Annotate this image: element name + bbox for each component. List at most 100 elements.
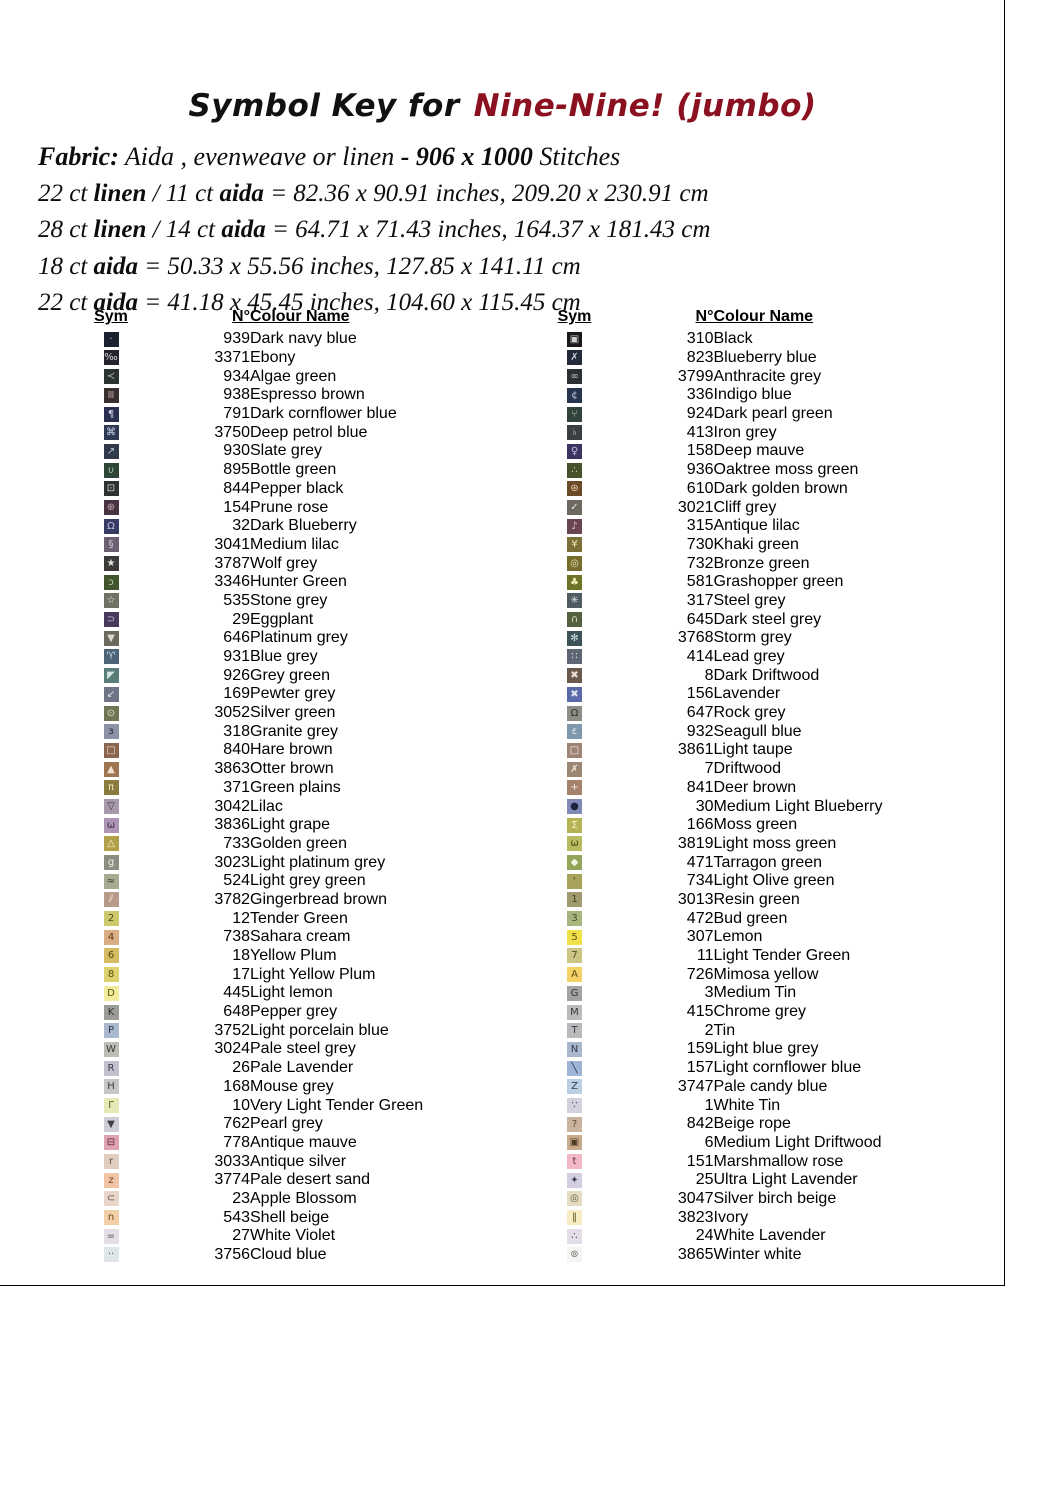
symbol-swatch-icon: 1	[567, 892, 582, 908]
symbol-swatch-icon: z	[103, 1172, 119, 1188]
symbol-swatch-icon: Ⅲ	[103, 387, 119, 403]
table-row: Ⅲ 938 Espresso brown	[80, 386, 542, 405]
table-row: ╲ 157 Light cornflower blue	[544, 1059, 1006, 1078]
table-row: ‖ 3823 Ivory	[544, 1208, 1006, 1227]
colour-name: Cloud blue	[250, 1246, 327, 1264]
colour-name: Algae green	[250, 367, 337, 385]
symbol-swatch-cell: ▣	[544, 1134, 606, 1153]
colour-name: Golden green	[250, 834, 347, 852]
colour-number: 3819	[677, 834, 714, 852]
symbol-swatch-icon: Σ	[567, 817, 582, 833]
fabric-size-lines: 22 ct linen / 11 ct aida = 82.36 x 90.91…	[38, 176, 1060, 322]
colour-number: 3768	[677, 629, 714, 647]
symbol-swatch-cell: Ω	[544, 704, 606, 723]
symbol-swatch-icon: ε	[567, 724, 582, 740]
symbol-swatch-cell: 1	[544, 891, 606, 910]
colour-number: 471	[686, 853, 714, 871]
fabric-a: linen	[93, 179, 147, 207]
colour-name: Espresso brown	[250, 386, 365, 404]
colour-name: Pepper grey	[250, 1003, 338, 1021]
table-row: 5 307 Lemon	[544, 928, 1006, 947]
symbol-swatch-icon: r	[103, 1154, 119, 1169]
colour-number: 3756	[214, 1246, 250, 1264]
colour-name: Resin green	[713, 890, 800, 908]
colour-number: 926	[223, 666, 250, 684]
colour-number: 315	[686, 517, 714, 535]
colour-number: 307	[686, 928, 714, 946]
symbol-swatch-icon: ♣	[567, 574, 582, 590]
colour-name: Stone grey	[250, 591, 328, 609]
colour-number: 3782	[214, 890, 250, 908]
colour-name: Ebony	[250, 349, 296, 367]
colour-number: 317	[686, 591, 714, 609]
colour-name: Tarragon green	[713, 853, 823, 871]
colour-number: 732	[686, 554, 714, 572]
symbol-swatch-icon: ♪	[567, 518, 582, 534]
symbol-swatch-cell: Γ	[80, 1096, 142, 1115]
colour-number: 645	[686, 610, 714, 628]
symbol-swatch-cell: ↙	[80, 685, 142, 704]
table-row: 1 3013 Resin green	[544, 891, 1006, 910]
colour-name: Grashopper green	[713, 573, 844, 591]
symbol-swatch-cell: t	[544, 1152, 606, 1171]
symbol-swatch-cell: W	[80, 1040, 142, 1059]
colour-number: 3752	[214, 1021, 250, 1039]
symbol-swatch-icon: ◤	[103, 668, 119, 684]
colour-number: 930	[223, 442, 250, 460]
symbol-swatch-icon: ⊚	[567, 1247, 582, 1263]
colour-name: Gingerbread brown	[250, 890, 387, 908]
colour-number: 939	[223, 330, 250, 348]
symbol-swatch-cell: ⊙	[80, 704, 142, 723]
colour-number: 2	[704, 1021, 714, 1039]
colour-name: Light cornflower blue	[713, 1059, 862, 1077]
colour-number: 154	[223, 498, 250, 516]
header-sym: Sym	[557, 308, 592, 325]
table-row: ≈524 Light grey green	[80, 872, 542, 891]
symbol-swatch-cell: n	[80, 1208, 142, 1227]
colour-name: Dark Blueberry	[250, 517, 357, 535]
table-row: D 445 Light lemon	[80, 984, 542, 1003]
colour-number: 18	[232, 947, 250, 965]
symbol-swatch-icon: ▼	[103, 1116, 119, 1132]
symbol-swatch-icon: ▣	[567, 1135, 582, 1151]
colour-name: Light Tender Green	[713, 947, 851, 965]
symbol-swatch-icon: ≺	[103, 369, 119, 385]
colour-number: 895	[223, 461, 250, 479]
colour-number: 25	[695, 1171, 714, 1189]
symbol-swatch-icon: ··	[103, 1247, 119, 1263]
table-row: ▲ 3863 Otter brown	[80, 760, 542, 779]
table-row: ⊟ 778 Antique mauve	[80, 1134, 542, 1153]
colour-number: 3836	[214, 816, 250, 834]
colour-number: 3052	[214, 704, 250, 722]
colour-name: Mouse grey	[250, 1077, 334, 1095]
symbol-swatch-cell: ≈	[80, 872, 142, 891]
colour-number: 762	[223, 1115, 250, 1133]
colour-name: Steel grey	[713, 591, 786, 609]
header-sym: Sym	[94, 308, 128, 325]
symbol-swatch-icon: ▲	[103, 761, 119, 777]
colour-number: 3823	[677, 1208, 714, 1226]
count-b: / 14 ct	[146, 216, 222, 244]
colour-name: Light blue grey	[713, 1040, 819, 1058]
colour-name: Storm grey	[713, 629, 792, 647]
symbol-swatch-icon: ⊕	[103, 499, 119, 515]
colour-number: 27	[232, 1227, 250, 1245]
symbol-swatch-cell: ♣	[544, 573, 606, 592]
table-row: ɔ 3346 Hunter Green	[80, 573, 542, 592]
dimensions: = 82.36 x 90.91 inches, 209.20 x 230.91 …	[263, 179, 709, 207]
design-name: Nine-Nine! (jumbo)	[473, 88, 817, 124]
symbol-legend: Sym N° Colour Name · 939 Dark navy blue ‰ 33…	[0, 308, 1005, 1264]
symbol-swatch-icon: ☆	[103, 593, 119, 609]
symbol-swatch-icon: 8	[103, 967, 119, 983]
symbol-swatch-icon: ⊂	[103, 1191, 119, 1207]
symbol-swatch-icon: ▼	[103, 630, 119, 646]
colour-name: Chrome grey	[713, 1003, 806, 1021]
symbol-swatch-icon: π	[103, 780, 119, 796]
symbol-swatch-icon: Ω	[567, 705, 582, 721]
colour-name: Antique mauve	[250, 1133, 357, 1151]
symbol-swatch-cell: △	[80, 835, 142, 854]
colour-name: Dark Driftwood	[713, 666, 820, 684]
colour-name: Anthracite grey	[713, 367, 822, 385]
table-row: Ω 32 Dark Blueberry	[80, 517, 542, 536]
symbol-swatch-cell: ⊃	[80, 610, 142, 629]
